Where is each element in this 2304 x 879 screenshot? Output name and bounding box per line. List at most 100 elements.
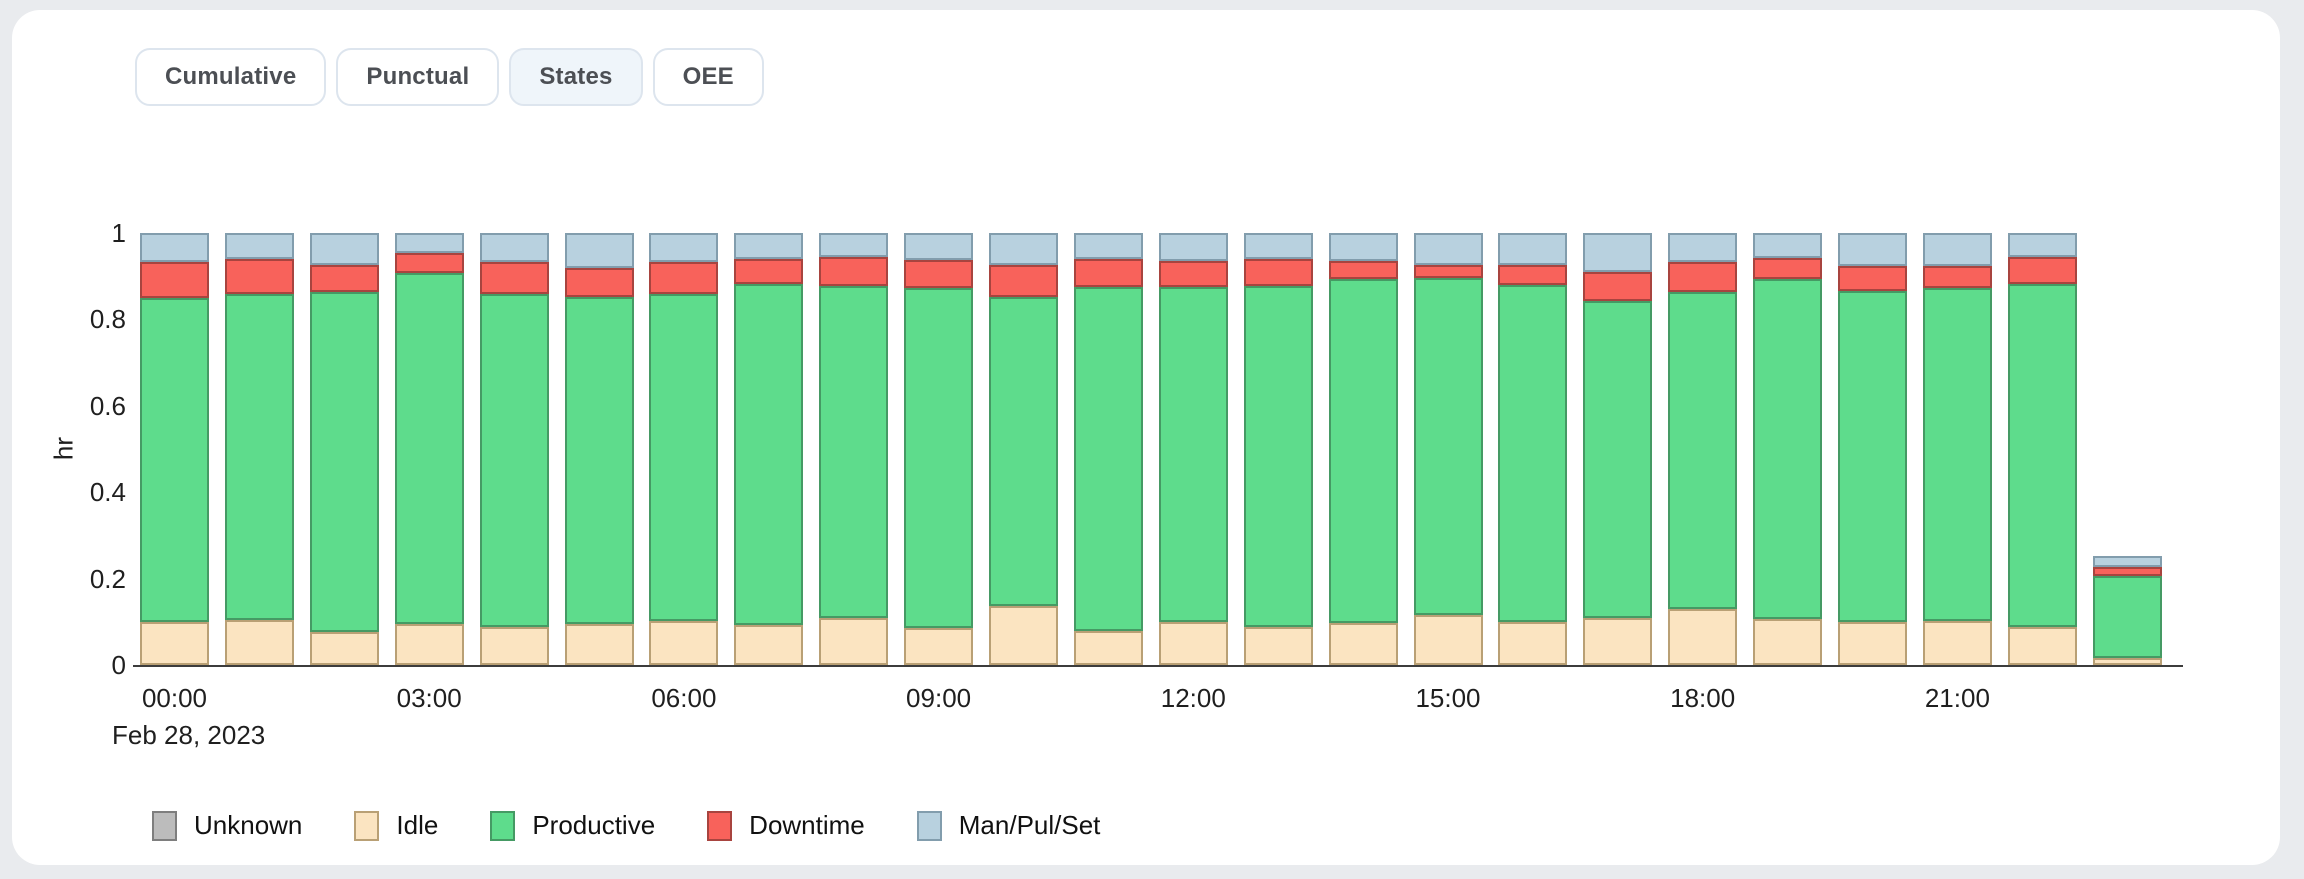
bar-segment-downtime[interactable] xyxy=(1498,264,1568,285)
bar-05:00[interactable] xyxy=(564,233,634,665)
bar-02:00[interactable] xyxy=(309,233,379,665)
bar-segment-idle[interactable] xyxy=(1583,618,1653,665)
bar-00:00[interactable] xyxy=(140,233,209,665)
bar-segment-downtime[interactable] xyxy=(1838,265,1907,291)
bar-segment-man-pul-set[interactable] xyxy=(1753,233,1823,258)
bar-13:00[interactable] xyxy=(1243,233,1313,665)
legend-item-idle[interactable]: Idle xyxy=(354,810,438,841)
bar-segment-downtime[interactable] xyxy=(1328,261,1398,280)
bar-segment-man-pul-set[interactable] xyxy=(1243,233,1313,259)
bar-segment-man-pul-set[interactable] xyxy=(1073,233,1143,259)
bar-16:00[interactable] xyxy=(1498,232,1568,665)
bar-12:00[interactable] xyxy=(1158,233,1228,665)
legend-item-downtime[interactable]: Downtime xyxy=(707,810,865,841)
bar-segment-productive[interactable] xyxy=(1413,278,1483,615)
bar-segment-idle[interactable] xyxy=(1838,622,1907,665)
bar-segment-productive[interactable] xyxy=(2007,284,2077,628)
bar-segment-downtime[interactable] xyxy=(309,264,379,292)
bar-segment-productive[interactable] xyxy=(1073,286,1143,631)
bar-segment-idle[interactable] xyxy=(819,617,889,665)
bar-segment-productive[interactable] xyxy=(1243,285,1313,627)
bar-segment-man-pul-set[interactable] xyxy=(479,233,549,263)
bar-segment-man-pul-set[interactable] xyxy=(394,233,464,254)
bar-segment-idle[interactable] xyxy=(1668,609,1738,665)
bar-segment-productive[interactable] xyxy=(1328,279,1398,624)
bar-segment-downtime[interactable] xyxy=(1583,271,1653,301)
bar-segment-idle[interactable] xyxy=(1922,620,1992,665)
bar-segment-man-pul-set[interactable] xyxy=(1158,233,1228,261)
bar-segment-downtime[interactable] xyxy=(989,264,1058,297)
bar-segment-downtime[interactable] xyxy=(649,261,719,294)
bar-segment-idle[interactable] xyxy=(1158,621,1228,665)
bar-15:00[interactable] xyxy=(1413,233,1483,665)
bar-segment-productive[interactable] xyxy=(1668,291,1738,610)
bar-segment-downtime[interactable] xyxy=(1413,264,1483,279)
bar-segment-man-pul-set[interactable] xyxy=(1583,233,1653,272)
bar-10:00[interactable] xyxy=(989,233,1058,665)
bar-segment-downtime[interactable] xyxy=(734,258,804,285)
bar-segment-idle[interactable] xyxy=(394,624,464,665)
bar-segment-idle[interactable] xyxy=(989,605,1058,665)
bar-segment-idle[interactable] xyxy=(2092,657,2162,665)
bar-segment-downtime[interactable] xyxy=(2092,566,2162,577)
bar-segment-man-pul-set[interactable] xyxy=(819,233,889,257)
bar-22:00[interactable] xyxy=(2007,233,2077,665)
bar-segment-idle[interactable] xyxy=(1328,623,1398,665)
bar-04:00[interactable] xyxy=(479,233,549,665)
bar-segment-man-pul-set[interactable] xyxy=(1668,233,1738,263)
tab-states[interactable]: States xyxy=(509,48,643,106)
bar-segment-idle[interactable] xyxy=(1243,626,1313,665)
bar-21:00[interactable] xyxy=(1922,233,1992,665)
bar-segment-man-pul-set[interactable] xyxy=(989,233,1058,265)
bar-segment-downtime[interactable] xyxy=(1753,257,1823,280)
bar-03:00[interactable] xyxy=(394,233,464,665)
tab-oee[interactable]: OEE xyxy=(652,48,764,106)
bar-14:00[interactable] xyxy=(1328,233,1398,665)
bar-segment-man-pul-set[interactable] xyxy=(564,233,634,268)
bar-segment-idle[interactable] xyxy=(1073,630,1143,665)
bar-segment-productive[interactable] xyxy=(1158,286,1228,622)
bar-segment-idle[interactable] xyxy=(649,620,719,665)
bar-17:00[interactable] xyxy=(1583,233,1653,665)
bar-segment-man-pul-set[interactable] xyxy=(140,233,209,262)
tab-punctual[interactable]: Punctual xyxy=(336,48,500,106)
legend-item-man-pul-set[interactable]: Man/Pul/Set xyxy=(916,810,1100,841)
bar-segment-productive[interactable] xyxy=(1498,284,1568,623)
bar-segment-idle[interactable] xyxy=(2007,627,2077,665)
bar-segment-productive[interactable] xyxy=(734,284,804,625)
bar-segment-productive[interactable] xyxy=(394,272,464,625)
tab-cumulative[interactable]: Cumulative xyxy=(135,48,327,106)
bar-segment-man-pul-set[interactable] xyxy=(904,233,974,261)
bar-segment-productive[interactable] xyxy=(819,285,889,618)
bar-09:00[interactable] xyxy=(904,233,974,665)
bar-07:00[interactable] xyxy=(734,233,804,665)
bar-segment-idle[interactable] xyxy=(564,624,634,665)
bar-segment-productive[interactable] xyxy=(1922,287,1992,621)
bar-segment-productive[interactable] xyxy=(649,293,719,621)
bar-segment-idle[interactable] xyxy=(904,628,974,665)
bar-segment-downtime[interactable] xyxy=(479,262,549,294)
legend-item-unknown[interactable]: Unknown xyxy=(152,810,302,841)
bar-segment-man-pul-set[interactable] xyxy=(1838,233,1907,266)
bar-segment-productive[interactable] xyxy=(309,291,379,632)
bar-segment-productive[interactable] xyxy=(224,293,294,621)
bar-segment-man-pul-set[interactable] xyxy=(649,233,719,262)
bar-segment-man-pul-set[interactable] xyxy=(1328,233,1398,262)
bar-segment-idle[interactable] xyxy=(1753,619,1823,665)
bar-segment-idle[interactable] xyxy=(140,621,209,665)
bar-11:00[interactable] xyxy=(1073,233,1143,665)
bar-segment-man-pul-set[interactable] xyxy=(309,233,379,265)
bar-segment-idle[interactable] xyxy=(1413,614,1483,665)
bar-23:00[interactable] xyxy=(2092,556,2162,665)
bar-segment-productive[interactable] xyxy=(1753,279,1823,620)
bar-segment-man-pul-set[interactable] xyxy=(2007,233,2077,258)
bar-19:00[interactable] xyxy=(1753,233,1823,665)
bar-segment-idle[interactable] xyxy=(224,620,294,665)
bar-segment-downtime[interactable] xyxy=(564,267,634,297)
bar-segment-idle[interactable] xyxy=(1498,622,1568,665)
bar-segment-man-pul-set[interactable] xyxy=(2092,556,2162,567)
bar-segment-man-pul-set[interactable] xyxy=(1413,233,1483,265)
bar-segment-downtime[interactable] xyxy=(1922,265,1992,288)
bar-segment-productive[interactable] xyxy=(2092,576,2162,658)
bar-segment-productive[interactable] xyxy=(1838,290,1907,623)
